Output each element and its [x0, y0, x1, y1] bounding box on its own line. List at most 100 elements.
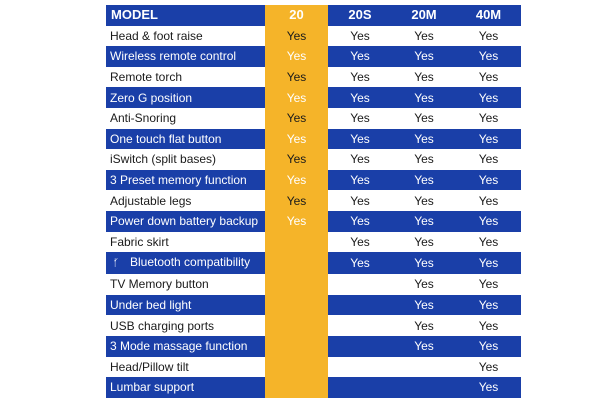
- table-row: Head/Pillow tilt Yes: [106, 356, 521, 378]
- cell-20m: Yes: [392, 190, 456, 211]
- cell-20: Yes: [265, 25, 328, 47]
- table-row: One touch flat button Yes Yes Yes Yes: [106, 128, 521, 150]
- cell-20: Yes: [265, 210, 328, 232]
- cell-20s: [328, 315, 392, 336]
- cell-20m: Yes: [392, 335, 456, 357]
- cell-40m: Yes: [456, 169, 521, 191]
- table-row: 3 Mode massage function Yes Yes: [106, 335, 521, 357]
- comparison-table-wrapper: MODEL 20 20S 20M 40M Head & foot raise Y…: [106, 5, 521, 398]
- table-row: Head & foot raise Yes Yes Yes Yes: [106, 25, 521, 47]
- cell-40m: Yes: [456, 252, 521, 275]
- table-row: Fabric skirt Yes Yes Yes: [106, 231, 521, 253]
- cell-20m: Yes: [392, 107, 456, 129]
- cell-40m: Yes: [456, 335, 521, 357]
- cell-20s: Yes: [328, 149, 392, 170]
- cell-20: [265, 356, 328, 378]
- cell-20: [265, 231, 328, 253]
- feature-label: Under bed light: [106, 294, 265, 316]
- cell-20m: Yes: [392, 46, 456, 67]
- cell-20m: Yes: [392, 66, 456, 88]
- cell-20m: Yes: [392, 169, 456, 191]
- cell-20s: Yes: [328, 87, 392, 108]
- cell-20s: [328, 294, 392, 316]
- cell-20m: Yes: [392, 210, 456, 232]
- cell-40m: Yes: [456, 231, 521, 253]
- cell-20: [265, 252, 328, 275]
- cell-20: Yes: [265, 46, 328, 67]
- cell-20: [265, 315, 328, 336]
- table-row: USB charging ports Yes Yes: [106, 315, 521, 336]
- cell-40m: Yes: [456, 377, 521, 398]
- cell-20: [265, 377, 328, 398]
- table-row: TV Memory button Yes Yes: [106, 274, 521, 295]
- cell-40m: Yes: [456, 356, 521, 378]
- cell-40m: Yes: [456, 274, 521, 295]
- cell-20: Yes: [265, 169, 328, 191]
- cell-20: Yes: [265, 66, 328, 88]
- cell-20s: Yes: [328, 25, 392, 47]
- feature-label: Fabric skirt: [106, 231, 265, 253]
- cell-20s: Yes: [328, 252, 392, 275]
- feature-label: Zero G position: [106, 87, 265, 108]
- feature-label: iSwitch (split bases): [106, 149, 265, 170]
- feature-label: One touch flat button: [106, 128, 265, 150]
- header-model-20s: 20S: [328, 5, 392, 26]
- table-row: Under bed light Yes Yes: [106, 294, 521, 316]
- cell-40m: Yes: [456, 315, 521, 336]
- cell-20s: Yes: [328, 46, 392, 67]
- table-row: Zero G position Yes Yes Yes Yes: [106, 87, 521, 108]
- cell-40m: Yes: [456, 46, 521, 67]
- cell-20m: Yes: [392, 87, 456, 108]
- feature-label: 3 Preset memory function: [106, 169, 265, 191]
- cell-20m: Yes: [392, 252, 456, 275]
- cell-20m: Yes: [392, 315, 456, 336]
- cell-20m: [392, 377, 456, 398]
- table-row: Power down battery backup Yes Yes Yes Ye…: [106, 210, 521, 232]
- feature-label: Head & foot raise: [106, 25, 265, 47]
- cell-20m: Yes: [392, 149, 456, 170]
- table-row: 3 Preset memory function Yes Yes Yes Yes: [106, 169, 521, 191]
- header-model: MODEL: [106, 5, 265, 26]
- cell-20s: Yes: [328, 128, 392, 150]
- table-header-row: MODEL 20 20S 20M 40M: [106, 5, 521, 26]
- cell-20: Yes: [265, 107, 328, 129]
- feature-label: Anti-Snoring: [106, 107, 265, 129]
- feature-label: Wireless remote control: [106, 46, 265, 67]
- cell-20s: Yes: [328, 169, 392, 191]
- header-model-40m: 40M: [456, 5, 521, 26]
- feature-label: Bluetooth compatibility: [130, 255, 251, 270]
- cell-20m: Yes: [392, 25, 456, 47]
- cell-40m: Yes: [456, 190, 521, 211]
- cell-20m: Yes: [392, 231, 456, 253]
- feature-label: Head/Pillow tilt: [106, 356, 265, 378]
- cell-40m: Yes: [456, 66, 521, 88]
- table-row: Anti-Snoring Yes Yes Yes Yes: [106, 107, 521, 129]
- header-model-20: 20: [265, 5, 328, 26]
- cell-20s: Yes: [328, 66, 392, 88]
- cell-20s: Yes: [328, 210, 392, 232]
- cell-40m: Yes: [456, 210, 521, 232]
- cell-20: [265, 274, 328, 295]
- cell-40m: Yes: [456, 87, 521, 108]
- cell-20s: [328, 356, 392, 378]
- feature-label: USB charging ports: [106, 315, 265, 336]
- cell-20s: Yes: [328, 190, 392, 211]
- feature-label-with-icon: ᚶ Bluetooth compatibility: [106, 252, 265, 275]
- cell-20s: [328, 377, 392, 398]
- table-row: Remote torch Yes Yes Yes Yes: [106, 66, 521, 88]
- cell-20: Yes: [265, 87, 328, 108]
- cell-20m: Yes: [392, 274, 456, 295]
- cell-20s: [328, 335, 392, 357]
- cell-20m: Yes: [392, 128, 456, 150]
- feature-label: TV Memory button: [106, 274, 265, 295]
- cell-20: Yes: [265, 149, 328, 170]
- table-row: ᚶ Bluetooth compatibility Yes Yes Yes: [106, 252, 521, 275]
- model-comparison-table: MODEL 20 20S 20M 40M Head & foot raise Y…: [106, 5, 521, 398]
- cell-20: Yes: [265, 190, 328, 211]
- cell-20s: Yes: [328, 231, 392, 253]
- cell-20s: Yes: [328, 107, 392, 129]
- feature-label: 3 Mode massage function: [106, 335, 265, 357]
- cell-20m: Yes: [392, 294, 456, 316]
- cell-40m: Yes: [456, 128, 521, 150]
- table-row: iSwitch (split bases) Yes Yes Yes Yes: [106, 149, 521, 170]
